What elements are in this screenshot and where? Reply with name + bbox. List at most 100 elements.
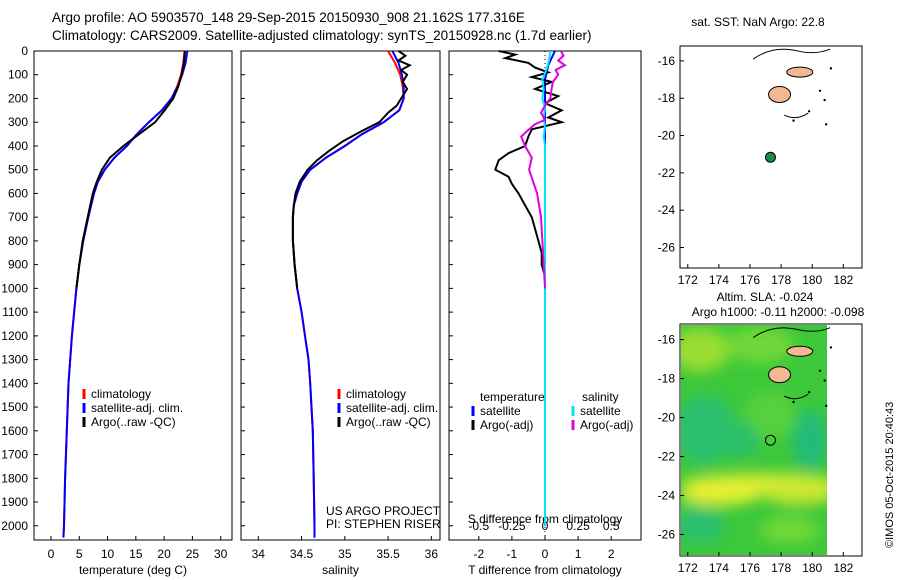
legend-label: salinity <box>582 390 619 404</box>
island-shape <box>768 366 792 384</box>
top-tick-label: 0 <box>542 519 549 533</box>
map-x-tick-label: 180 <box>802 561 822 575</box>
depth-tick-label: 1200 <box>1 329 28 343</box>
depth-tick-label: 1400 <box>1 376 28 390</box>
map-y-tick-label: -22 <box>658 450 676 464</box>
top-tick-label: -0.25 <box>498 519 526 533</box>
islet-dot <box>825 404 828 408</box>
map-x-tick-label: 172 <box>678 273 698 287</box>
reef-outline <box>752 48 831 60</box>
islet-dot <box>829 67 833 70</box>
legend-label: temperature <box>480 390 545 404</box>
sst-map: sat. SST: NaN Argo: 22.8 172 174 176 178 180… <box>658 15 863 287</box>
map-x-tick-label: 172 <box>678 561 698 575</box>
legend-label: satellite <box>580 404 621 418</box>
legend-label: Argo(-adj) <box>480 418 533 432</box>
x-tick-label: 0 <box>542 547 549 561</box>
x-tick-label: 2 <box>608 547 615 561</box>
series-line-argo-raw-qc- <box>291 50 412 289</box>
x-tick-label: -2 <box>473 547 484 561</box>
depth-tick-label: 300 <box>8 115 28 129</box>
top-tick-label: -0.5 <box>468 519 489 533</box>
islet-dot <box>829 346 833 349</box>
sst-map-title: sat. SST: NaN Argo: 22.8 <box>691 15 825 29</box>
depth-tick-label: 500 <box>8 163 28 177</box>
x-tick-label: 15 <box>129 547 143 561</box>
series-line-argo-raw-qc- <box>75 50 186 289</box>
depth-tick-label: 1600 <box>1 424 28 438</box>
legend-label: Argo(..raw -QC) <box>346 415 431 429</box>
map-y-tick-label: -24 <box>658 489 676 503</box>
island-shape <box>768 86 792 104</box>
reef-outline <box>783 112 809 119</box>
panel-salinity: 34 34.5 35 35.5 36 salinity climatologysatelli… <box>240 50 441 577</box>
map-x-tick-label: 182 <box>833 273 853 287</box>
depth-tick-label: 1100 <box>2 305 28 319</box>
depth-tick-label: 400 <box>8 139 28 153</box>
depth-tick-label: 200 <box>8 91 28 105</box>
map-x-tick-label: 174 <box>709 273 729 287</box>
legend-label: Argo(-adj) <box>580 418 633 432</box>
x-axis-label: T difference from climatology <box>468 563 622 577</box>
depth-tick-label: 2000 <box>1 519 28 533</box>
depth-tick-label: 1900 <box>1 495 28 509</box>
map-y-tick-label: -18 <box>658 91 676 105</box>
panel-temperature: 0100200300400500600700800900100011001200… <box>1 44 233 577</box>
depth-tick-label: 100 <box>8 68 28 82</box>
x-axis-label: salinity <box>322 563 359 577</box>
series-line-satellite-adj-clim- <box>62 50 189 538</box>
map-x-tick-label: 176 <box>740 561 760 575</box>
credit-label: ©IMOS 05-Oct-2015 20:40:43 <box>884 401 896 548</box>
top-tick-label: 0.25 <box>566 519 590 533</box>
map-y-tick-label: -16 <box>658 333 676 347</box>
x-tick-label: 10 <box>101 547 115 561</box>
sla-map: Altim. SLA: -0.024 Argo h1000: -0.11 h20… <box>658 290 865 575</box>
argo-position-marker <box>764 434 776 446</box>
reef-outline <box>783 393 809 400</box>
depth-tick-label: 1800 <box>1 471 28 485</box>
panel-frame-salinity <box>240 50 441 541</box>
x-tick-label: 35 <box>338 547 352 561</box>
map-y-tick-label: -16 <box>658 54 676 68</box>
islet-dot <box>818 369 822 372</box>
islet-dot <box>792 119 795 122</box>
depth-tick-label: 600 <box>8 186 28 200</box>
islet-dot <box>818 89 822 92</box>
legend-label: climatology <box>346 387 406 401</box>
map-y-tick-label: -24 <box>658 203 676 217</box>
map-x-tick-label: 174 <box>709 561 729 575</box>
islet-dot <box>807 391 811 394</box>
series-line-salinity-argo-adj- <box>520 50 567 289</box>
project-annotation: US ARGO PROJECT <box>326 504 441 518</box>
x-tick-label: 34 <box>252 547 266 561</box>
islet-dot <box>823 98 826 102</box>
sla-title: Altim. SLA: -0.024 <box>717 290 814 304</box>
x-tick-label: 20 <box>157 547 171 561</box>
map-y-tick-label: -18 <box>658 372 676 386</box>
series-line-temperature-argo-adj- <box>494 50 566 289</box>
project-annotation: PI: STEPHEN RISER <box>326 517 441 531</box>
depth-tick-label: 700 <box>8 210 28 224</box>
map-x-tick-label: 178 <box>771 273 791 287</box>
legend-label: satellite-adj. clim. <box>91 401 183 415</box>
depth-tick-label: 1700 <box>1 448 28 462</box>
x-tick-label: 35.5 <box>376 547 400 561</box>
series-line-salinity-satellite <box>541 50 552 526</box>
x-tick-label: 5 <box>76 547 83 561</box>
argo-height-title: Argo h1000: -0.11 h2000: -0.098 <box>692 305 865 319</box>
map-y-tick-label: -26 <box>658 528 676 542</box>
x-tick-label: 34.5 <box>290 547 314 561</box>
legend-label: climatology <box>91 387 151 401</box>
reef-outline <box>752 327 831 339</box>
climatology-title: Climatology: CARS2009. Satellite-adjuste… <box>52 28 592 43</box>
sla-field <box>681 325 827 555</box>
x-tick-label: 0 <box>48 547 55 561</box>
x-tick-label: -1 <box>507 547 518 561</box>
island-shape <box>786 345 814 357</box>
x-tick-label: 30 <box>214 547 228 561</box>
island-shape <box>786 66 814 78</box>
sla-map-frame <box>679 323 863 557</box>
depth-tick-label: 1500 <box>1 400 28 414</box>
x-axis-label: temperature (deg C) <box>79 563 187 577</box>
